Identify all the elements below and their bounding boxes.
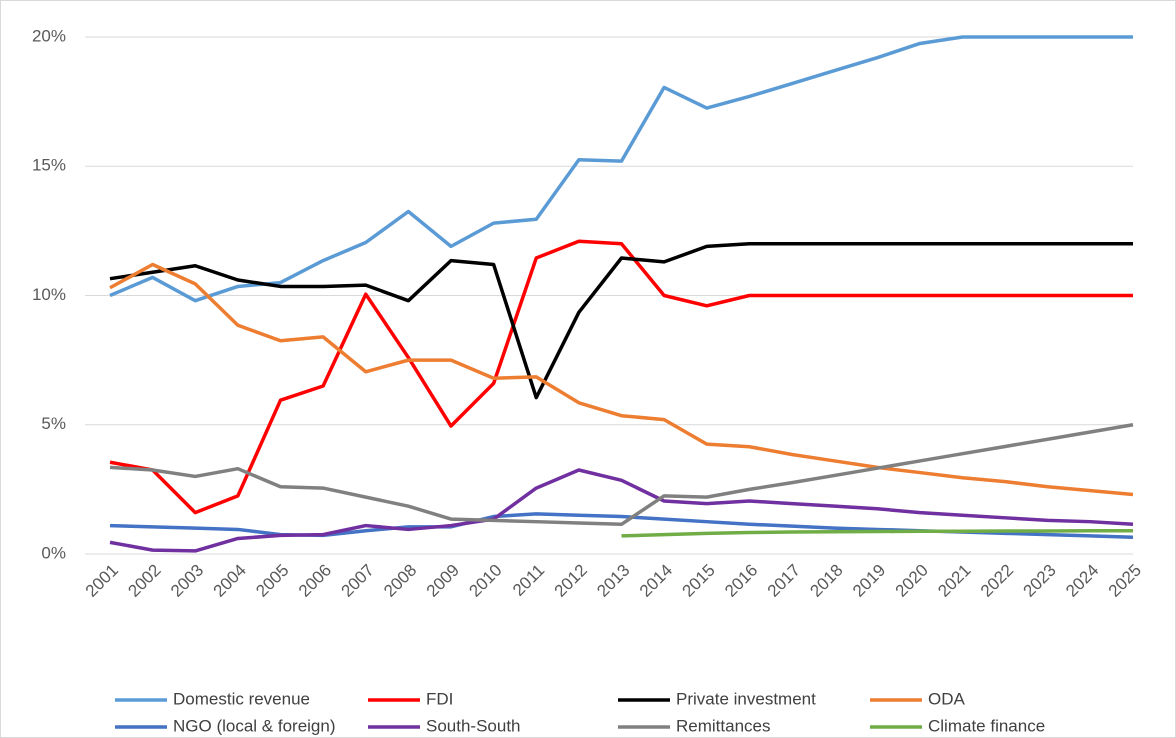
legend-label: South-South: [426, 716, 521, 735]
series-line: [109, 35, 1133, 303]
y-tick-label: 15%: [32, 156, 66, 175]
series-line: [109, 242, 1133, 400]
legend-label: FDI: [426, 689, 453, 708]
series-line: [621, 528, 1133, 538]
y-tick-label: 5%: [41, 414, 66, 433]
y-tick-label: 20%: [32, 26, 66, 45]
legend-label: Private investment: [676, 689, 816, 708]
series-line: [109, 262, 1134, 497]
legend-label: Climate finance: [928, 716, 1045, 735]
y-tick-label: 10%: [32, 285, 66, 304]
legend: Domestic revenue FDI Private investment ODA…: [115, 689, 1045, 735]
legend-label: NGO (local & foreign): [173, 716, 336, 735]
legend-label: Remittances: [676, 716, 770, 735]
series-line: [109, 468, 1134, 553]
series-line: [109, 239, 1133, 515]
legend-label: ODA: [928, 689, 966, 708]
y-tick-label: 0%: [41, 543, 66, 562]
legend-label: Domestic revenue: [173, 689, 310, 708]
series-line: [109, 423, 1134, 527]
